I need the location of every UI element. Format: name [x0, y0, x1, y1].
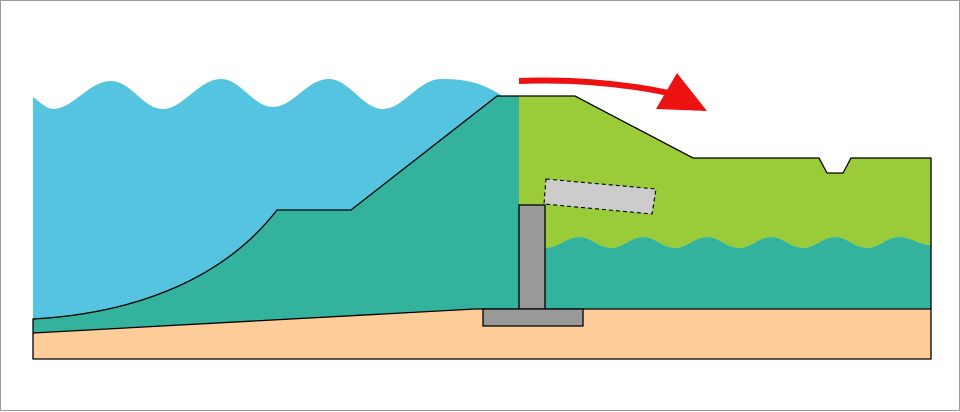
- groundwater: [545, 237, 931, 309]
- overflow-arrow-head: [656, 73, 707, 111]
- embankment-outline: [32, 95, 932, 360]
- foundation-boundary-line: [32, 308, 931, 334]
- retaining-wall: [518, 204, 546, 310]
- wall-footing: [482, 308, 584, 327]
- displaced-wall-segment: [543, 178, 657, 215]
- landward-ground: [519, 96, 931, 248]
- overflow-arrow-shaft: [518, 77, 670, 96]
- foundation-soil: [33, 309, 931, 359]
- sea-water: [33, 79, 501, 319]
- seawall-embankment: [33, 96, 519, 333]
